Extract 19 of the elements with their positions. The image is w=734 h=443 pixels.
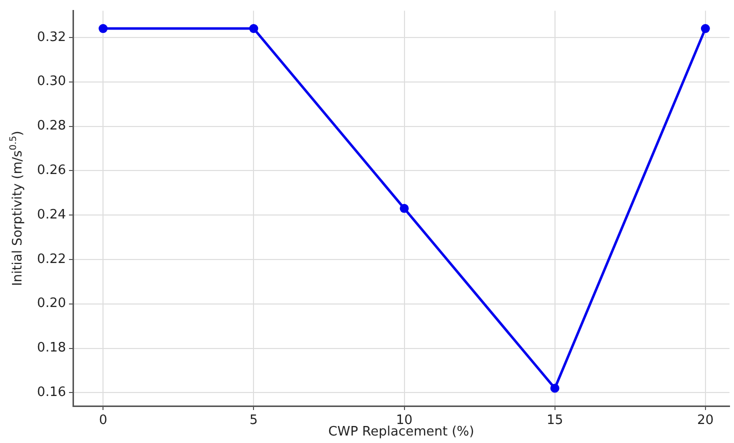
point [98,24,108,34]
y-tick-label: 0.24 [37,207,66,222]
point [700,24,710,34]
x-tick-label: 20 [697,413,714,428]
x-tick-label: 5 [250,413,258,428]
y-tick-label: 0.28 [37,118,66,134]
y-tick-label: 0.30 [37,74,66,90]
x-tick-label: 0 [98,413,108,428]
y-tick-label: 0.18 [37,340,66,356]
y-axis-title: Initial Sorptivity (m/s0.5) [8,130,26,286]
y-tick-label: 0.22 [37,252,66,267]
y-tick-label: 0.32 [37,30,66,45]
point [550,384,560,393]
y-tick-label: 0.16 [37,385,66,400]
y-tick-label: 0.26 [37,163,66,178]
x-tick-label: 15 [546,413,564,428]
point [400,204,409,213]
point [249,24,258,34]
y-tick-label: 0.20 [37,296,66,312]
